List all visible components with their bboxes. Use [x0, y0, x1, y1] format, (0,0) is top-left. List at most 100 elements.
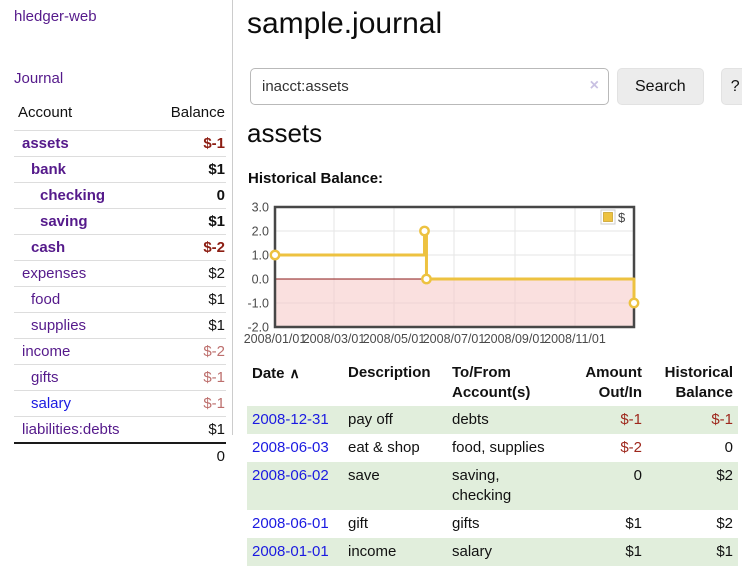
- accounts-total-row: 0: [14, 443, 226, 469]
- account-link[interactable]: gifts: [31, 369, 59, 386]
- account-balance: $-1: [203, 395, 225, 412]
- accounts-table: Account Balance assets $-1 bank $1 checking 0…: [14, 100, 226, 469]
- register-header-description: Description: [348, 364, 431, 381]
- accounts-header-account: Account: [18, 104, 73, 121]
- sidebar-item-journal[interactable]: Journal: [14, 70, 64, 87]
- account-row: cash $-2: [14, 234, 226, 261]
- historical-balance-chart: $3.0 2.0 1.0 0.0 -1.0 -2.02008/01/012008/03/0…: [244, 201, 640, 346]
- transaction-balance: $2: [716, 467, 733, 484]
- transaction-amount: $-2: [620, 439, 642, 456]
- transaction-description: income: [348, 543, 397, 560]
- account-link[interactable]: cash: [31, 239, 66, 256]
- account-link[interactable]: bank: [31, 161, 67, 178]
- transaction-date-link[interactable]: 2008-06-01: [252, 515, 329, 532]
- account-heading: assets: [247, 118, 323, 148]
- search-button[interactable]: Search: [617, 68, 704, 105]
- svg-text:1.0: 1.0: [252, 249, 269, 263]
- transaction-accounts: debts: [452, 411, 489, 428]
- account-row: assets $-1: [14, 130, 226, 157]
- svg-text:$: $: [618, 210, 626, 225]
- register-row: 2008-12-31 pay off debts $-1 $-1: [247, 406, 738, 434]
- account-link[interactable]: liabilities:debts: [22, 421, 120, 438]
- page-title: sample.journal: [247, 7, 443, 40]
- account-link[interactable]: food: [31, 291, 61, 308]
- register-header-amount: Amount Out/In: [585, 364, 642, 401]
- accounts-tbody: assets $-1 bank $1 checking 0 saving $1 cash $-2 e…: [14, 130, 226, 444]
- chart-title: Historical Balance:: [248, 170, 384, 187]
- transaction-balance: $-1: [711, 411, 733, 428]
- svg-text:2008/07/01: 2008/07/01: [423, 332, 486, 346]
- search-help-button[interactable]: ?: [720, 68, 742, 105]
- account-row: salary $-1: [14, 390, 226, 417]
- transaction-description: eat & shop: [348, 439, 420, 456]
- account-link[interactable]: income: [22, 343, 71, 360]
- transaction-date-link[interactable]: 2008-12-31: [252, 411, 329, 428]
- svg-text:2008/01/01: 2008/01/01: [244, 332, 307, 346]
- account-link[interactable]: saving: [40, 213, 88, 230]
- svg-text:2008/05/01: 2008/05/01: [363, 332, 426, 346]
- account-row: income $-2: [14, 338, 226, 365]
- transaction-description: pay off: [348, 411, 393, 428]
- svg-text:-1.0: -1.0: [247, 297, 269, 311]
- register-row: 2008-06-02 save saving, checking 0 $2: [247, 462, 738, 510]
- account-link[interactable]: supplies: [31, 317, 87, 334]
- account-row: bank $1: [14, 156, 226, 183]
- transaction-accounts: gifts: [452, 515, 480, 532]
- account-balance: $1: [208, 291, 225, 308]
- account-row: supplies $1: [14, 312, 226, 339]
- transaction-balance: $1: [716, 543, 733, 560]
- transaction-description: save: [348, 467, 380, 484]
- transaction-date-link[interactable]: 2008-06-03: [252, 439, 329, 456]
- sort-ascending-icon: ∧: [289, 365, 300, 381]
- account-row: checking 0: [14, 182, 226, 209]
- transaction-date-link[interactable]: 2008-06-02: [252, 467, 329, 484]
- register-tbody: 2008-12-31 pay off debts $-1 $-1 2008-06-03 ea…: [247, 406, 738, 566]
- sidebar-divider: [232, 0, 233, 435]
- register-header-balance: Historical Balance: [664, 364, 733, 401]
- account-row: liabilities:debts $1: [14, 416, 226, 444]
- account-balance: $-2: [203, 239, 225, 256]
- account-row: food $1: [14, 286, 226, 313]
- account-balance: $2: [208, 265, 225, 282]
- account-link[interactable]: salary: [31, 395, 72, 412]
- accounts-header-balance: Balance: [170, 104, 225, 121]
- accounts-total-balance: 0: [216, 448, 225, 465]
- account-balance: $1: [208, 213, 225, 230]
- svg-text:-2.0: -2.0: [247, 321, 269, 335]
- register-row: 2008-06-01 gift gifts $1 $2: [247, 510, 738, 538]
- register-table: Date ∧ Description To/From Account(s) Amo…: [247, 360, 738, 566]
- transaction-accounts: salary: [452, 543, 493, 560]
- account-link[interactable]: expenses: [22, 265, 87, 282]
- transaction-balance: 0: [724, 439, 733, 456]
- register-header-date[interactable]: Date ∧: [252, 365, 300, 382]
- register-row: 2008-01-01 income salary $1 $1: [247, 538, 738, 566]
- transaction-description: gift: [348, 515, 369, 532]
- transaction-amount: $1: [625, 543, 642, 560]
- account-balance: $1: [208, 421, 225, 438]
- search-input[interactable]: [250, 68, 609, 105]
- account-balance: $-1: [203, 369, 225, 386]
- account-balance: $-1: [203, 135, 225, 152]
- transaction-accounts: saving, checking: [452, 467, 512, 504]
- account-balance: 0: [216, 187, 225, 204]
- brand-link[interactable]: hledger-web: [14, 8, 97, 25]
- register-row: 2008-06-03 eat & shop food, supplies $-2 0: [247, 434, 738, 462]
- svg-text:2008/11/01: 2008/11/01: [544, 332, 606, 346]
- account-link[interactable]: assets: [22, 135, 69, 152]
- clear-search-icon[interactable]: ×: [589, 77, 599, 94]
- account-row: expenses $2: [14, 260, 226, 287]
- svg-text:2008/09/01: 2008/09/01: [484, 332, 547, 346]
- account-row: saving $1: [14, 208, 226, 235]
- svg-text:3.0: 3.0: [252, 201, 269, 215]
- transaction-date-link[interactable]: 2008-01-01: [252, 543, 329, 560]
- account-link[interactable]: checking: [40, 187, 106, 204]
- transaction-accounts: food, supplies: [452, 439, 545, 456]
- search-form: × Search ?: [250, 68, 742, 105]
- transaction-amount: 0: [633, 467, 642, 484]
- account-row: gifts $-1: [14, 364, 226, 391]
- account-balance: $-2: [203, 343, 225, 360]
- svg-text:2008/03/01: 2008/03/01: [303, 332, 366, 346]
- register-header-accounts: To/From Account(s): [452, 364, 531, 401]
- svg-text:0.0: 0.0: [252, 273, 269, 287]
